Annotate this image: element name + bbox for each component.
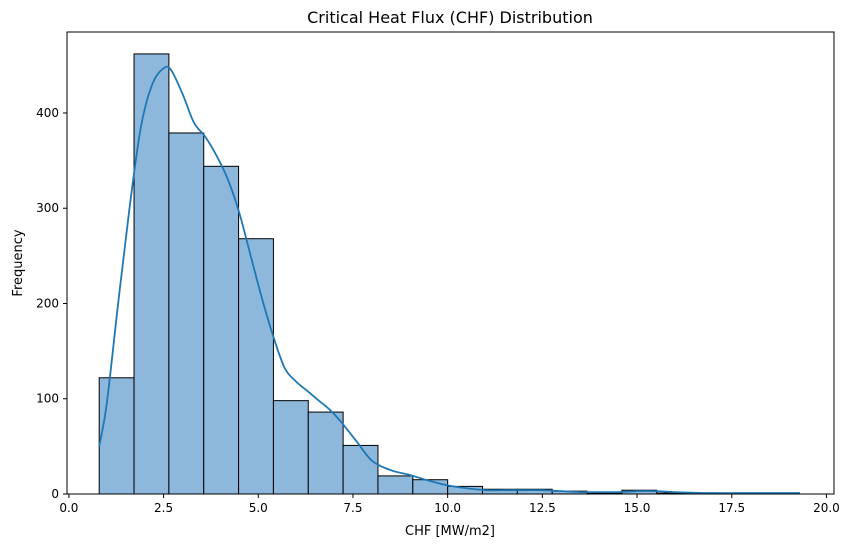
x-tick-label: 0.0 <box>59 501 78 515</box>
y-axis-label: Frequency <box>11 229 26 296</box>
x-tick-label: 2.5 <box>154 501 173 515</box>
histogram-bar-5 <box>272 400 309 495</box>
y-axis-ticks: 0 100 200 300 400 <box>36 106 67 501</box>
x-tick-label: 5.0 <box>249 501 268 515</box>
y-tick-label: 300 <box>36 201 59 215</box>
histogram-bar-3 <box>203 165 240 495</box>
x-tick-label: 20.0 <box>813 501 840 515</box>
x-tick-label: 12.5 <box>529 501 556 515</box>
histogram-bar-1 <box>133 53 170 495</box>
x-tick-label: 17.5 <box>718 501 745 515</box>
x-tick-label: 10.0 <box>434 501 461 515</box>
y-tick-label: 0 <box>51 487 59 501</box>
y-tick-label: 400 <box>36 106 59 120</box>
histogram-bar-2 <box>168 132 205 495</box>
histogram-bar-0 <box>98 377 135 495</box>
histogram-bar-4 <box>238 238 274 495</box>
histogram-bars <box>98 53 797 495</box>
histogram-bar-7 <box>342 444 379 495</box>
x-tick-label: 15.0 <box>624 501 651 515</box>
histogram-bar-6 <box>307 411 344 495</box>
y-tick-label: 200 <box>36 296 59 310</box>
x-axis-label: CHF [MW/m2] <box>405 524 495 539</box>
chart-title: Critical Heat Flux (CHF) Distribution <box>307 8 593 27</box>
x-axis-ticks: 0.0 2.5 5.0 7.5 10.0 12.5 15.0 17.5 20.0 <box>59 494 840 515</box>
plot-frame <box>66 31 835 495</box>
histogram-bar-8 <box>377 475 414 495</box>
kde-line <box>98 65 800 495</box>
x-tick-label: 7.5 <box>343 501 362 515</box>
y-tick-label: 100 <box>36 392 59 406</box>
